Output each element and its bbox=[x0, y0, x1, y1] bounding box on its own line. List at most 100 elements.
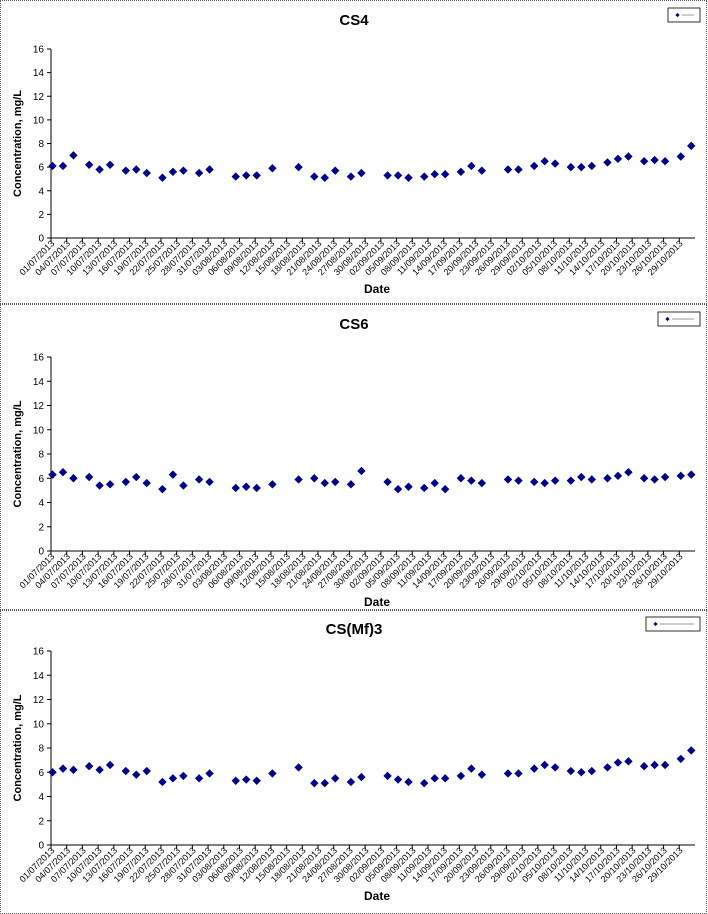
data-point bbox=[205, 477, 214, 487]
y-tick-label: 14 bbox=[33, 377, 45, 388]
data-point bbox=[84, 160, 94, 169]
y-tick-label: 12 bbox=[33, 401, 45, 412]
data-point bbox=[105, 480, 115, 489]
data-point bbox=[624, 152, 633, 161]
chart-svg-2: CS6024681012141601/07/201304/07/201307/0… bbox=[12, 311, 701, 609]
data-point bbox=[503, 769, 513, 778]
data-point bbox=[477, 478, 487, 488]
data-point bbox=[676, 754, 685, 764]
y-tick-label: 4 bbox=[38, 792, 44, 803]
data-point bbox=[676, 471, 685, 481]
y-tick-label: 10 bbox=[33, 719, 45, 730]
y-tick-label: 6 bbox=[38, 163, 44, 174]
data-point bbox=[168, 470, 178, 479]
axes bbox=[50, 651, 695, 846]
data-point bbox=[467, 764, 476, 773]
data-point bbox=[603, 763, 612, 772]
y-tick-label: 4 bbox=[38, 498, 44, 509]
data-point bbox=[420, 172, 429, 181]
y-tick-label: 10 bbox=[33, 425, 45, 436]
data-point bbox=[331, 774, 340, 783]
data-point bbox=[613, 758, 623, 767]
y-tick-label: 12 bbox=[33, 695, 45, 706]
data-point bbox=[603, 158, 612, 167]
data-point bbox=[205, 769, 214, 778]
data-point bbox=[320, 478, 329, 488]
data-point bbox=[121, 477, 131, 487]
legend-box bbox=[667, 7, 701, 23]
data-point bbox=[158, 173, 167, 182]
chart-title: CS4 bbox=[339, 12, 369, 29]
data-point bbox=[650, 760, 659, 770]
data-point bbox=[639, 157, 649, 166]
data-point bbox=[440, 170, 450, 179]
data-point bbox=[346, 777, 356, 787]
data-point bbox=[650, 475, 659, 484]
data-point bbox=[294, 763, 303, 772]
y-tick-label: 12 bbox=[33, 92, 45, 103]
data-point bbox=[393, 484, 403, 494]
data-point bbox=[357, 466, 366, 476]
y-tick-label: 8 bbox=[38, 744, 44, 755]
data-point bbox=[231, 776, 240, 785]
y-tick-label: 6 bbox=[38, 768, 44, 779]
data-point bbox=[252, 483, 261, 493]
data-point bbox=[320, 778, 329, 788]
data-point bbox=[687, 141, 696, 151]
data-point bbox=[456, 167, 466, 177]
data-point bbox=[158, 777, 167, 787]
data-point bbox=[331, 166, 340, 175]
data-point bbox=[440, 484, 450, 494]
data-point bbox=[383, 771, 392, 781]
x-axis-label: Date bbox=[364, 282, 390, 296]
data-point bbox=[310, 778, 319, 788]
data-point bbox=[587, 161, 596, 171]
data-point bbox=[467, 161, 476, 171]
data-point bbox=[550, 476, 560, 485]
data-point bbox=[142, 168, 151, 178]
data-point bbox=[48, 161, 57, 171]
data-point bbox=[687, 470, 696, 479]
data-point bbox=[194, 774, 204, 783]
data-point bbox=[503, 165, 513, 174]
data-point bbox=[577, 472, 586, 482]
data-point bbox=[383, 171, 392, 180]
y-tick-label: 16 bbox=[33, 647, 45, 658]
data-point bbox=[440, 774, 450, 783]
data-point bbox=[514, 476, 523, 485]
data-point bbox=[587, 475, 596, 484]
data-point bbox=[624, 467, 633, 477]
chart-title: CS(Mf)3 bbox=[326, 621, 383, 638]
y-tick-label: 14 bbox=[33, 671, 45, 682]
data-point bbox=[420, 483, 429, 493]
chart-svg-1: CS4024681012141601/07/201304/07/201307/0… bbox=[12, 7, 701, 296]
data-point bbox=[95, 765, 104, 775]
data-point bbox=[613, 471, 623, 481]
data-point bbox=[477, 166, 487, 175]
data-point bbox=[231, 172, 240, 181]
x-axis-label: Date bbox=[364, 889, 390, 903]
data-point bbox=[550, 159, 560, 168]
data-point bbox=[430, 774, 439, 783]
data-point bbox=[357, 168, 366, 178]
data-point bbox=[69, 765, 78, 775]
data-point bbox=[205, 165, 214, 174]
data-point bbox=[540, 478, 549, 488]
data-point bbox=[456, 474, 466, 483]
data-point bbox=[550, 763, 560, 772]
data-point bbox=[168, 774, 178, 783]
data-point bbox=[84, 472, 94, 482]
y-axis-label: Concentration, mg/L bbox=[12, 694, 24, 801]
data-point bbox=[613, 154, 623, 164]
data-point bbox=[577, 162, 586, 172]
data-point bbox=[331, 477, 340, 487]
legend-marker bbox=[665, 316, 670, 322]
data-point bbox=[393, 171, 403, 180]
data-point bbox=[268, 480, 277, 489]
y-tick-label: 0 bbox=[38, 547, 44, 558]
data-point bbox=[310, 172, 319, 181]
data-point bbox=[357, 772, 366, 782]
data-point bbox=[639, 474, 649, 483]
data-point bbox=[404, 777, 413, 787]
data-point bbox=[514, 769, 523, 778]
